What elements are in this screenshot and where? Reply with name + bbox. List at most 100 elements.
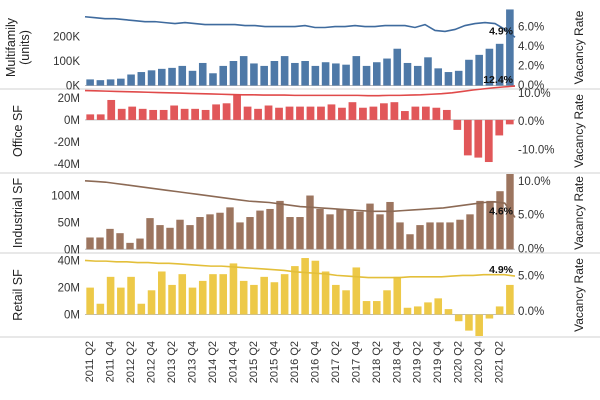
y2-tick-label: 4.0%: [518, 41, 544, 53]
bar: [243, 106, 252, 120]
bar: [219, 274, 228, 315]
bar: [311, 260, 320, 315]
bar: [369, 106, 378, 120]
x-tick-label: 2011 Q4: [105, 341, 117, 382]
vacancy-rate-label: 12.4%: [483, 74, 513, 86]
bar: [147, 290, 156, 315]
bar: [424, 302, 432, 315]
bar: [270, 282, 279, 315]
bar: [316, 208, 324, 250]
bar: [127, 74, 135, 86]
panel-axis-title: Industrial SF: [11, 178, 25, 249]
bar: [166, 227, 174, 250]
bar: [126, 242, 134, 250]
bar: [188, 287, 197, 315]
bar: [486, 200, 494, 250]
bar: [454, 70, 463, 86]
bar: [383, 290, 391, 315]
bar: [332, 63, 340, 86]
bar: [426, 222, 434, 250]
bar: [465, 59, 473, 86]
x-tick-label: 2020 Q2: [453, 341, 465, 383]
vacancy-rate-axis-title: Vacancy Rate: [572, 176, 586, 250]
x-tick-label: 2011 Q2: [84, 341, 96, 382]
bar: [393, 276, 402, 315]
bar: [442, 109, 451, 120]
y2-tick-label: 2.0%: [518, 61, 544, 73]
bar: [421, 106, 430, 120]
bar: [403, 307, 412, 315]
bar: [434, 68, 443, 86]
bar: [326, 214, 334, 250]
bar: [359, 107, 367, 120]
bar: [209, 274, 217, 315]
bar: [128, 106, 137, 120]
bar: [390, 102, 399, 120]
bar: [178, 274, 187, 315]
bar: [432, 107, 441, 120]
bar: [198, 62, 207, 86]
x-tick-label: 2018 Q2: [371, 341, 383, 383]
bar: [327, 104, 336, 120]
bar: [168, 284, 176, 315]
bar: [413, 306, 422, 315]
vacancy-rate-label: 4.9%: [489, 25, 514, 37]
bar: [476, 200, 484, 250]
panel-industrial: 4.6% 0M 50M 100M 0.0% 5.0% 10.0% Industrial SF V…: [11, 174, 586, 256]
bar: [383, 58, 391, 86]
y-tick-label: 40M: [58, 256, 80, 268]
bar: [373, 62, 381, 86]
bar: [352, 56, 361, 86]
bar: [317, 106, 325, 120]
bar: [346, 210, 354, 250]
bar: [156, 225, 164, 250]
vacancy-rate-line: [84, 15, 516, 38]
panel-axis-title: (units): [18, 30, 32, 65]
bar: [475, 54, 483, 86]
x-tick-label: 2021 Q2: [494, 341, 506, 383]
y2-tick-label: -10.0%: [518, 144, 554, 156]
bar: [226, 207, 234, 250]
bar: [403, 62, 412, 86]
bar: [158, 271, 166, 315]
bar: [386, 201, 394, 250]
bar: [301, 258, 309, 315]
bar: [505, 119, 514, 125]
x-tick-label: 2016 Q4: [309, 341, 321, 383]
bar: [233, 94, 241, 120]
bar: [453, 119, 462, 130]
x-tick-label: 2014 Q4: [228, 341, 240, 383]
bar: [229, 263, 238, 315]
panel-office: 12.4%-40M-20M0M20M-10.0%0.0%10.0%Office …: [11, 74, 586, 171]
bar: [106, 79, 115, 86]
x-tick-label: 2015 Q2: [248, 341, 260, 383]
bar: [495, 306, 504, 315]
y2-tick-label: 0.0%: [518, 80, 544, 92]
bar: [176, 219, 184, 250]
x-tick-label: 2016 Q2: [289, 341, 301, 383]
y-tick-label: 20M: [58, 93, 80, 105]
bar: [222, 103, 231, 120]
vacancy-rate-label: 4.9%: [489, 264, 514, 276]
x-tick-label: 2012 Q4: [146, 341, 158, 383]
bar: [475, 314, 483, 336]
bar: [465, 314, 473, 331]
panel-axis-title: Retail SF: [11, 269, 25, 321]
bar: [96, 80, 105, 86]
bar: [149, 109, 158, 120]
bar: [485, 314, 494, 319]
y2-tick-label: 10.0%: [518, 176, 551, 188]
y2-tick-label: 5.0%: [518, 270, 544, 282]
bar: [138, 108, 147, 120]
bar: [466, 214, 474, 250]
bar: [266, 208, 274, 250]
bar: [338, 107, 346, 120]
bar: [296, 217, 304, 250]
y-tick-label: 20M: [58, 283, 80, 295]
y-tick-label: 100K: [53, 56, 80, 68]
bar: [495, 119, 504, 136]
y2-tick-label: 6.0%: [518, 22, 544, 34]
bar: [342, 290, 350, 315]
y-tick-label: -40M: [54, 159, 80, 171]
bar: [496, 191, 504, 250]
